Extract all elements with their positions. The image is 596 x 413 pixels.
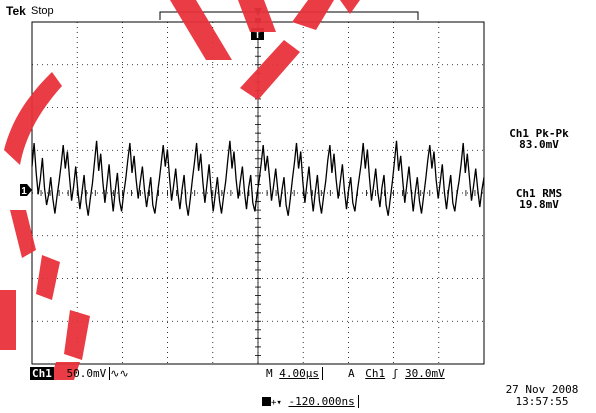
trigger-position-icon xyxy=(262,397,271,406)
coupling-icon: ∿∿ xyxy=(110,367,129,380)
timebase-prefix: M xyxy=(266,367,273,380)
measurement-label: Ch1 Pk-Pk xyxy=(509,127,569,140)
timestamp: 27 Nov 2008 13:57:55 xyxy=(492,384,592,408)
channel-1-trace xyxy=(31,140,485,216)
measurement-label: Ch1 RMS xyxy=(515,187,563,200)
measurement-pk-pk: Ch1 Pk-Pk 83.0mV xyxy=(500,128,578,150)
channel-settings[interactable]: Ch1 50.0mV ∿∿ xyxy=(30,367,129,380)
acquisition-status: Stop xyxy=(31,5,54,17)
measurement-value: 19.8mV xyxy=(519,198,559,211)
brand-label: Tek xyxy=(6,4,26,18)
watermark xyxy=(0,0,360,380)
measurement-rms: Ch1 RMS 19.8mV xyxy=(500,188,578,210)
svg-text:1: 1 xyxy=(21,186,27,197)
timebase-settings[interactable]: M 4.00µs xyxy=(266,367,323,380)
trigger-position-value: -120.000ns xyxy=(288,395,359,408)
time-per-division: 4.00µs xyxy=(279,367,323,380)
trigger-position[interactable]: +▾ -120.000ns xyxy=(262,395,359,408)
date-label: 27 Nov 2008 xyxy=(505,383,579,396)
svg-text:T: T xyxy=(254,30,260,41)
trigger-level: 30.0mV xyxy=(405,367,445,380)
time-label: 13:57:55 xyxy=(515,395,569,408)
channel-1-marker[interactable]: 1 xyxy=(20,184,32,197)
trigger-mode: A xyxy=(348,367,355,380)
trigger-source: Ch1 xyxy=(365,367,386,380)
channel-tag: Ch1 xyxy=(30,367,54,380)
trigger-settings[interactable]: A Ch1 ʃ 30.0mV xyxy=(348,367,445,380)
measurement-value: 83.0mV xyxy=(519,138,559,151)
trigger-arrow-icon: +▾ xyxy=(271,398,282,408)
trigger-slope-icon: ʃ xyxy=(391,367,399,380)
volts-per-division: 50.0mV xyxy=(66,367,111,380)
